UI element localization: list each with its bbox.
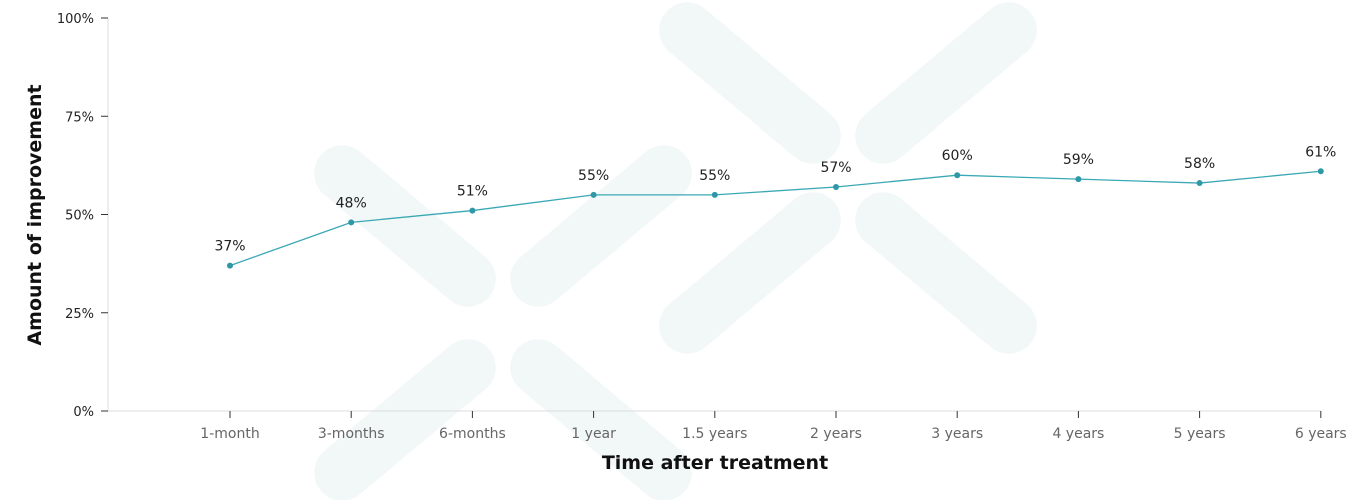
data-label: 61% [1305, 144, 1336, 160]
data-label: 48% [336, 195, 367, 211]
y-tick-label: 0% [73, 405, 94, 420]
data-label: 55% [578, 168, 609, 184]
data-label: 58% [1184, 156, 1215, 172]
x-tick-label: 1 year [571, 426, 616, 442]
data-point [469, 207, 476, 214]
x-tick-label: 3-months [318, 426, 385, 442]
data-label: 51% [457, 184, 488, 200]
data-label: 55% [699, 168, 730, 184]
data-label: 59% [1063, 152, 1094, 168]
x-tick-label: 1.5 years [682, 426, 747, 442]
data-point [711, 191, 718, 198]
data-label: 60% [942, 148, 973, 164]
x-tick-label: 6-months [439, 426, 506, 442]
data-point [1317, 168, 1324, 175]
data-point [590, 191, 597, 198]
y-tick-label: 100% [57, 12, 94, 27]
series: 37% 48% 51% 55% 55% 57% 60% 59% 58% 61% [214, 144, 1336, 269]
x-logo-watermark [314, 2, 1037, 500]
x-tick-label: 6 years [1295, 426, 1347, 442]
x-tick-label: 1-month [200, 426, 259, 442]
data-point [954, 172, 961, 179]
data-label: 57% [820, 160, 851, 176]
series-line [229, 170, 1321, 267]
data-point [833, 183, 839, 190]
data-point [348, 219, 355, 226]
data-point [1196, 180, 1203, 187]
x-tick-label: 5 years [1174, 426, 1226, 442]
y-tick-label: 75% [65, 110, 94, 125]
x-tick-label: 2 years [810, 426, 862, 442]
y-tick-label: 50% [65, 209, 94, 224]
y-axis-title: Amount of improvement [24, 84, 46, 345]
data-label: 37% [214, 239, 245, 255]
data-point [1075, 176, 1082, 183]
axes: 0% 25% 50% 75% 100% 1-month 3-months 6-months 1 … [57, 12, 1347, 442]
x-tick-label: 4 years [1052, 426, 1104, 442]
y-tick-label: 25% [65, 307, 94, 322]
x-axis-title: Time after treatment [602, 452, 828, 474]
x-tick-label: 3 years [931, 426, 983, 442]
data-point [227, 262, 233, 269]
